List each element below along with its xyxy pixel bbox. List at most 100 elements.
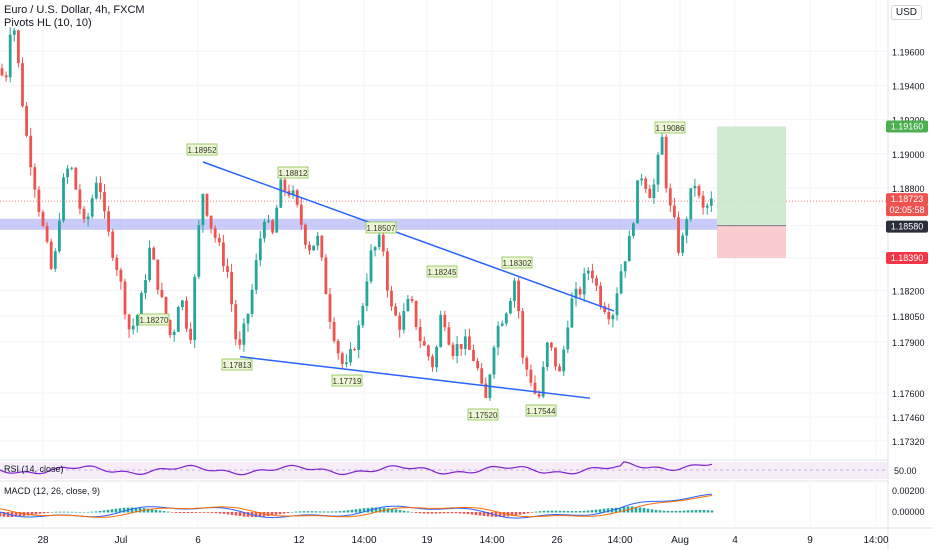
pivot-label: 1.18245 [428,268,457,277]
candle-body [681,235,684,253]
pivot-label-box [654,121,686,134]
candle-body [586,270,590,274]
candle-body [17,30,20,64]
candle-body [328,294,332,322]
candle-body [484,383,488,399]
candle-body [570,298,574,328]
candle-body [168,319,172,336]
candle-body [644,178,648,189]
candle-body [422,341,426,346]
candle-body [263,221,266,239]
macd-histogram-bar [438,512,442,514]
macd-histogram-bar [486,512,490,517]
macd-histogram-bar [566,511,570,513]
candle-body [607,312,611,320]
candle-body [414,300,418,327]
pivot-label-box [525,404,557,417]
macd-histogram-bar [618,507,622,513]
macd-histogram-bar [638,507,642,513]
pivot-label: 1.17544 [527,407,556,416]
price-tick-label: 1.19000 [892,150,925,160]
candle-body [213,228,217,238]
candle-body [279,179,283,208]
price-tick-label: 1.18800 [892,184,925,194]
macd-histogram-bar [58,511,62,513]
candle-body [336,340,340,354]
pivot-label-box [277,166,309,179]
macd-histogram-bar [346,510,350,513]
symbol-title[interactable]: Euro / U.S. Dollar, 4h, FXCM [4,4,145,16]
candle-body [185,300,188,329]
currency-button[interactable]: USD [890,5,922,20]
macd-histogram-bar [634,506,638,513]
candle-body [705,205,709,208]
chart-legend: Euro / U.S. Dollar, 4h, FXCM Pivots HL (… [4,4,145,30]
candle-body [369,250,373,282]
candle-body [164,296,168,320]
candle-body [439,314,443,347]
candle-body [275,207,279,233]
candle-body [365,281,369,306]
lower-trendline [239,355,591,399]
candle-body [258,238,262,261]
macd-histogram-bar [38,512,42,514]
pivot-label: 1.18302 [503,259,532,268]
support-band [0,218,717,230]
macd-histogram-bar [42,512,46,514]
pivot-label: 1.17520 [469,411,498,420]
candle-body [222,242,225,267]
macd-histogram-bar [66,511,70,513]
macd-histogram-bar [286,512,290,513]
macd-histogram-bar [582,510,586,513]
macd-histogram-bar [62,511,66,513]
macd-histogram-bar [294,511,298,513]
macd-histogram-bar [706,510,710,513]
price-tag-label: 1.18390 [891,253,924,263]
candle-body [58,220,61,252]
candle-body [513,280,516,301]
candle-body [176,307,180,332]
macd-histogram-bar [110,509,114,513]
macd-histogram-bar [234,512,238,516]
macd-histogram-bar [322,511,326,513]
candle-body [230,272,233,305]
candle-body [123,281,127,315]
macd-histogram-bar [538,511,542,513]
candle-body [463,336,467,349]
pivot-labels: 1.19086 1.18952 1.18812 1.18507 1.18302 1.182… [138,121,686,421]
macd-histogram-bar [530,512,534,513]
macd-histogram-bar [554,510,558,513]
macd-histogram-bar [526,512,530,514]
price-tag-label: 02:05:58 [889,205,924,215]
macd-histogram-bar [402,510,406,513]
candle-body [78,189,82,209]
time-tick-label: 12 [293,535,305,546]
indicator-title[interactable]: Pivots HL (10, 10) [4,17,92,29]
price-tag-stop [886,252,928,265]
candle-body [668,188,672,206]
macd-histogram-bar [390,508,394,513]
macd-histogram-bar [26,512,30,516]
macd-histogram-bar [342,510,346,513]
candle-body [304,224,307,245]
candle-body [673,205,676,218]
macd-histogram-bar [478,512,482,516]
price-tag-entry [886,220,928,233]
pivot-label-box [426,265,458,278]
macd-histogram-bar [318,511,322,513]
macd-histogram-bar [10,512,14,518]
macd-histogram-bar [674,510,678,513]
macd-histogram-bar [214,512,218,514]
candle-body [99,182,102,193]
macd-histogram-bar [246,512,250,517]
time-tick-label: 14:00 [479,535,504,546]
time-tick-label: 14:00 [607,535,632,546]
candle-body [4,75,8,78]
time-axis[interactable]: 28 Jul 6 12 14:00 19 14:00 26 14:00 Aug 4 9 14:00 [37,535,889,546]
price-axis[interactable]: 1.196001.194001.192001.190001.188001.182… [886,47,928,517]
macd-histogram-bar [658,510,662,513]
macd-histogram-bar [270,512,274,516]
candle-body [74,167,78,190]
pivot-label-box [221,358,253,371]
